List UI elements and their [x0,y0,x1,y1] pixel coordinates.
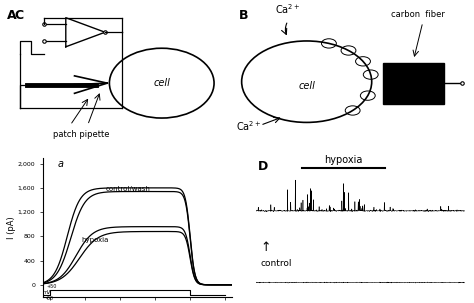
Text: B: B [239,9,249,22]
Text: patch pipette: patch pipette [53,130,109,138]
Y-axis label: I (pA): I (pA) [7,216,16,239]
Text: mV: mV [43,290,51,295]
Text: -60: -60 [46,296,54,301]
Text: A: A [7,9,17,22]
Text: Ca$^{2+}$: Ca$^{2+}$ [236,119,261,133]
Text: carbon  fiber: carbon fiber [391,10,445,19]
Text: hypoxia: hypoxia [81,237,109,243]
Text: ↑: ↑ [260,241,271,254]
Text: +50: +50 [46,284,56,289]
Text: cell: cell [153,78,170,88]
Text: control/wash: control/wash [106,186,151,192]
Text: D: D [258,160,268,173]
Text: cell: cell [298,81,315,91]
Text: control: control [260,259,292,268]
Text: hypoxia: hypoxia [324,155,363,165]
Text: Ca$^{2+}$: Ca$^{2+}$ [275,2,301,16]
Text: a: a [58,159,64,169]
Text: C: C [14,9,23,22]
Bar [383,63,444,104]
